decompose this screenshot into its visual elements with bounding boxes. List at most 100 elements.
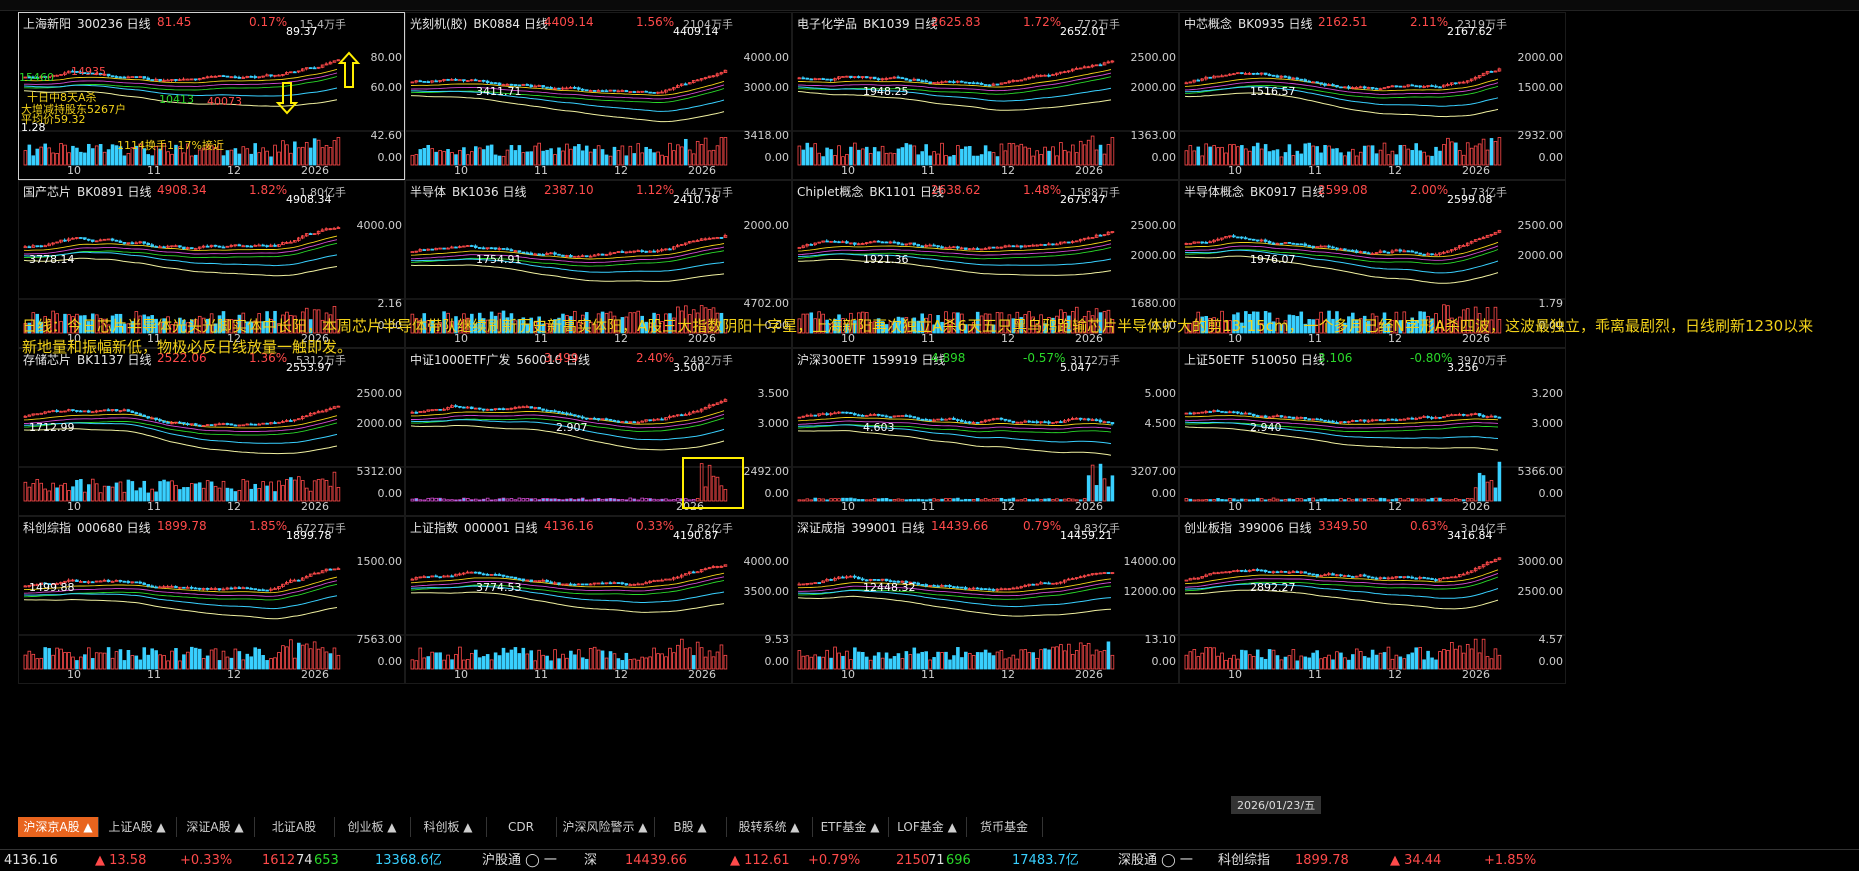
candle-body <box>817 582 821 584</box>
volume-bar <box>1047 317 1051 334</box>
chart-panel[interactable]: 存储芯片 BK1137 日线 2522.06 1.36% 5312万手 2553.97 17… <box>18 348 405 516</box>
volume-bar <box>1240 498 1244 502</box>
candle-body <box>809 244 814 246</box>
candle-body <box>193 247 198 250</box>
chart-panel[interactable]: 半导体 BK1036 日线 2387.10 1.12% 4475万手 2410.78 175… <box>405 180 792 348</box>
candle-body <box>1216 75 1220 78</box>
chart-panel[interactable]: 半导体概念 BK0917 日线 2599.08 2.00% 1.73亿手 2599.08 1… <box>1179 180 1566 348</box>
volume-bar <box>1454 142 1458 166</box>
candle-body <box>205 245 210 248</box>
volume-bar <box>932 657 936 670</box>
tab-market[interactable]: 深证A股 ▲ <box>176 817 255 837</box>
volume-bar <box>1351 148 1355 166</box>
chart-panel[interactable]: Chiplet概念 BK1101 日线 2638.62 1.48% 1588万手 2675… <box>792 180 1179 348</box>
candle-body <box>687 571 692 574</box>
candle-body <box>849 575 853 578</box>
tab-market[interactable]: 货币基金 <box>966 817 1043 837</box>
candle-body <box>410 411 415 414</box>
last-price: 3349.50 <box>1318 519 1368 533</box>
tab-market[interactable]: 科创板 ▲ <box>410 817 487 837</box>
volume-bar <box>1047 649 1051 670</box>
candle-body <box>821 580 825 584</box>
volume-bar <box>1216 147 1220 166</box>
candle-body <box>561 412 565 414</box>
volume-bar <box>553 649 557 670</box>
chart-panel[interactable]: 深证成指 399001 日线 14439.66 0.79% 9.83亿手 14459.21… <box>792 516 1179 684</box>
volume-bar <box>63 482 67 502</box>
candle-body <box>328 228 333 231</box>
chart-panel[interactable]: 沪深300ETF 159919 日线 4.898 -0.57% 3172万手 5.047 4… <box>792 348 1179 516</box>
candle-body <box>991 83 996 86</box>
tab-market[interactable]: 上证A股 ▲ <box>98 817 177 837</box>
candle-body <box>1090 64 1095 68</box>
hgt-label[interactable]: 沪股通 ◯ 一 <box>482 853 557 868</box>
volume-bar <box>289 639 293 670</box>
ma-line <box>410 419 725 441</box>
candle-body <box>900 243 905 246</box>
tab-market[interactable]: 创业板 ▲ <box>334 817 411 837</box>
candle-body <box>797 77 802 80</box>
candle-body <box>225 245 230 248</box>
tab-market[interactable]: 北证A股 <box>254 817 335 837</box>
chart-panel[interactable]: 上证50ETF 510050 日线 3.106 -0.80% 3970万手 3.256 2.… <box>1179 348 1566 516</box>
volume-bar <box>336 319 341 334</box>
chart-panel[interactable]: 光刻机(胶) BK0884 日线 4409.14 1.56% 2104万手 4409.14… <box>405 12 792 180</box>
tab-market[interactable]: 沪深京A股 ▲ <box>18 817 99 837</box>
volume-bar <box>1224 152 1228 166</box>
volume-bar <box>233 648 238 670</box>
kline-chart <box>19 405 404 502</box>
volume-bar <box>205 655 210 670</box>
candle-body <box>1251 569 1256 571</box>
ma-line <box>1184 249 1499 274</box>
volume-bar <box>174 484 178 502</box>
volume-bar <box>1082 144 1087 166</box>
tab-market[interactable]: 股转系统 ▲ <box>726 817 813 837</box>
chart-panel[interactable]: 电子化学品 BK1039 日线 2625.83 1.72% 772万手 2652.01 19… <box>792 12 1179 180</box>
candle-body <box>1390 250 1395 253</box>
volume-bar <box>293 479 297 502</box>
volume-bar <box>864 146 869 166</box>
candle-body <box>1343 248 1347 251</box>
chart-panel[interactable]: 中芯概念 BK0935 日线 2162.51 2.11% 2319万手 2167.62 15… <box>1179 12 1566 180</box>
candle-body <box>142 414 147 418</box>
volume-bar <box>1236 146 1240 166</box>
volume-bar <box>297 642 301 670</box>
volume-bar <box>414 318 419 334</box>
candle-body <box>1051 74 1055 76</box>
candle-body <box>55 410 59 413</box>
volume-bar <box>932 498 936 502</box>
kc-index-change: ▲ 34.44 <box>1390 853 1442 868</box>
chart-panel[interactable]: 上海新阳 300236 日线 81.45 0.17% 15.4万手 89.37 80.00 6… <box>18 12 405 180</box>
tab-market[interactable]: B股 ▲ <box>654 817 727 837</box>
candle-body <box>1019 79 1024 82</box>
candle-body <box>1319 575 1323 577</box>
chart-panel[interactable]: 创业板指 399006 日线 3349.50 0.63% 3.04亿手 3416.84 28… <box>1179 516 1566 684</box>
last-price: 1899.78 <box>157 519 207 533</box>
chart-panel[interactable]: 中证1000ETF广发 560010 日线 3.499 2.40% 2492万手 3.50… <box>405 348 792 516</box>
chart-panel[interactable]: 科创综指 000680 日线 1899.78 1.85% 6727万手 1899.78 14… <box>18 516 405 684</box>
chart-panel[interactable]: 国产芯片 BK0891 日线 4908.34 1.82% 1.80亿手 4908.34 37… <box>18 180 405 348</box>
candle-body <box>1031 583 1035 586</box>
change-pct: 2.40% <box>636 351 675 365</box>
candle-body <box>229 76 234 79</box>
volume-bar <box>1051 646 1055 670</box>
tab-market[interactable]: 沪深风险警示 ▲ <box>556 817 655 837</box>
tab-market[interactable]: ETF基金 ▲ <box>812 817 889 837</box>
volume-bar <box>833 646 837 670</box>
axis-tick-label: 2000.00 <box>1517 249 1564 262</box>
candle-body <box>1422 86 1426 88</box>
x-axis-label: 2026 <box>1462 332 1490 345</box>
tab-market[interactable]: LOF基金 ▲ <box>888 817 967 837</box>
chart-panel[interactable]: 上证指数 000001 日线 4136.16 0.33% 7.82亿手 4190.87 37… <box>405 516 792 684</box>
panel-header: 光刻机(胶) BK0884 日线 4409.14 1.56% <box>410 15 674 31</box>
security-name: Chiplet概念 <box>797 185 864 199</box>
volume-bar <box>861 311 865 334</box>
tab-market[interactable]: CDR <box>486 817 557 837</box>
candle-body <box>438 576 442 579</box>
sgt-label[interactable]: 深股通 ◯ 一 <box>1118 853 1193 868</box>
candle-body <box>71 237 75 240</box>
volume-bar <box>485 497 490 502</box>
change-pct: 2.00% <box>1410 183 1449 197</box>
volume-bar <box>1035 657 1039 670</box>
volume-bar <box>67 152 71 166</box>
